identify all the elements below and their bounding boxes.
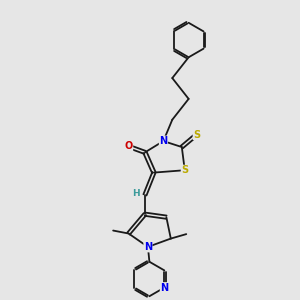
Text: N: N [160,283,168,292]
Text: S: S [181,165,188,175]
Text: S: S [193,130,200,140]
Text: O: O [124,141,133,152]
Text: N: N [159,136,167,146]
Text: N: N [144,242,152,252]
Text: H: H [132,189,140,198]
